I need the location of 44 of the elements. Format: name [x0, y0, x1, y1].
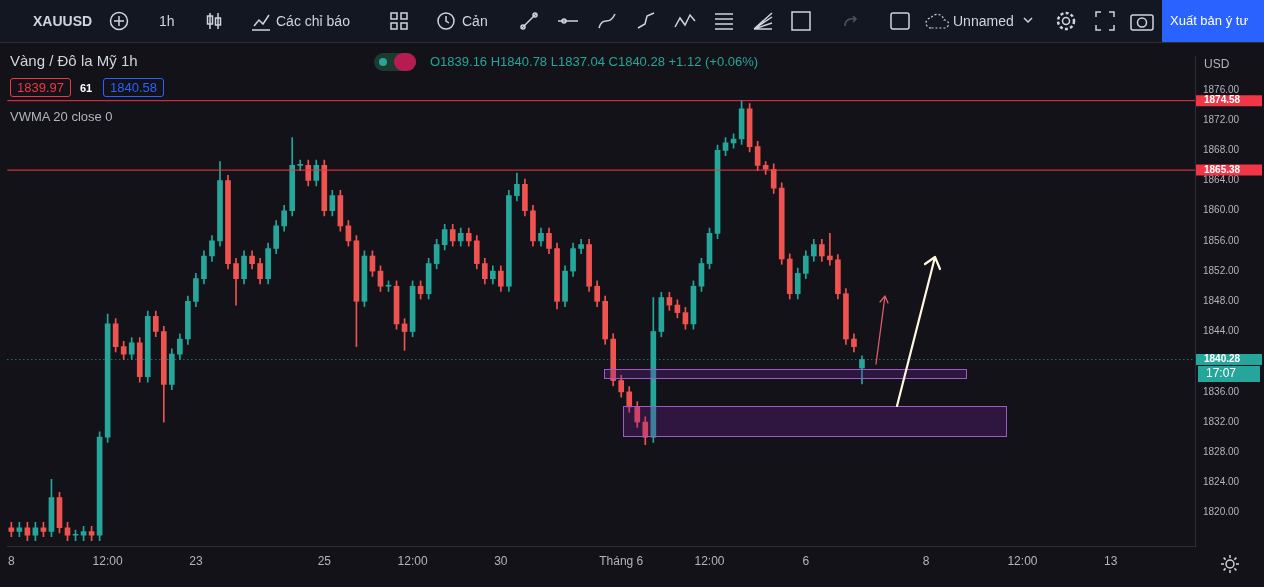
y-tick-label: 1824.00 — [1203, 476, 1240, 488]
text: Unnamed — [953, 13, 1014, 29]
annotation: 1840.58 — [103, 78, 164, 97]
text: 1h — [159, 13, 175, 29]
y-tick-label: 1848.00 — [1203, 295, 1240, 307]
x-tick-label: 12:00 — [397, 554, 428, 569]
y-tick-label: 1872.00 — [1203, 113, 1240, 125]
x-tick-label: Tháng 6 — [599, 554, 644, 569]
candlestick — [827, 233, 833, 266]
text: 17:07 — [1198, 366, 1260, 382]
ref-line-label: 1840.28 — [1204, 353, 1241, 365]
y-tick-label: 1856.00 — [1203, 234, 1240, 246]
chart-subtitle: O1839.16 H1840.78 L1837.04 C1840.28 +1.12 (+0.06%) — [430, 54, 759, 69]
annotation: VWMA 20 close 0 — [10, 109, 113, 124]
y-tick-label: 1844.00 — [1203, 325, 1240, 337]
x-tick-label: 30 — [494, 554, 508, 569]
annotation: 1839.97 — [10, 78, 71, 97]
y-tick-label: 1868.00 — [1203, 144, 1240, 156]
y-tick-label: 1832.00 — [1203, 415, 1240, 427]
x-tick-label: 12:00 — [1007, 554, 1038, 569]
x-tick-label: 13 — [1104, 554, 1118, 569]
annotation: 61 — [80, 82, 93, 94]
x-tick-label: 25 — [317, 554, 332, 569]
x-tick-label: 6 — [802, 554, 810, 569]
text: Các chỉ báo — [276, 13, 350, 29]
y-axis-title: USD — [1204, 57, 1230, 72]
y-tick-label: 1852.00 — [1203, 264, 1240, 276]
text: Xuất bản ý tư — [1162, 0, 1264, 42]
ref-line-label: 1874.58 — [1204, 94, 1241, 106]
y-tick-label: 1876.00 — [1203, 83, 1240, 95]
x-tick-label: 12:00 — [92, 554, 123, 569]
y-tick-label: 1860.00 — [1203, 204, 1240, 216]
y-tick-label: 1820.00 — [1203, 506, 1240, 518]
ref-line-label: 1865.38 — [1204, 163, 1241, 175]
x-tick-label: 8 — [7, 554, 15, 569]
y-tick-label: 1828.00 — [1203, 446, 1240, 457]
chart-title: Vàng / Đô la Mỹ 1h — [10, 52, 138, 69]
y-tick-label: 1864.00 — [1203, 174, 1240, 186]
x-tick-label: 23 — [189, 554, 203, 569]
text: Cản — [462, 13, 488, 29]
y-tick-label: 1836.00 — [1203, 385, 1240, 397]
x-tick-label: 8 — [922, 554, 930, 569]
x-tick-label: 12:00 — [694, 554, 725, 569]
text: XAUUSD — [33, 13, 93, 29]
